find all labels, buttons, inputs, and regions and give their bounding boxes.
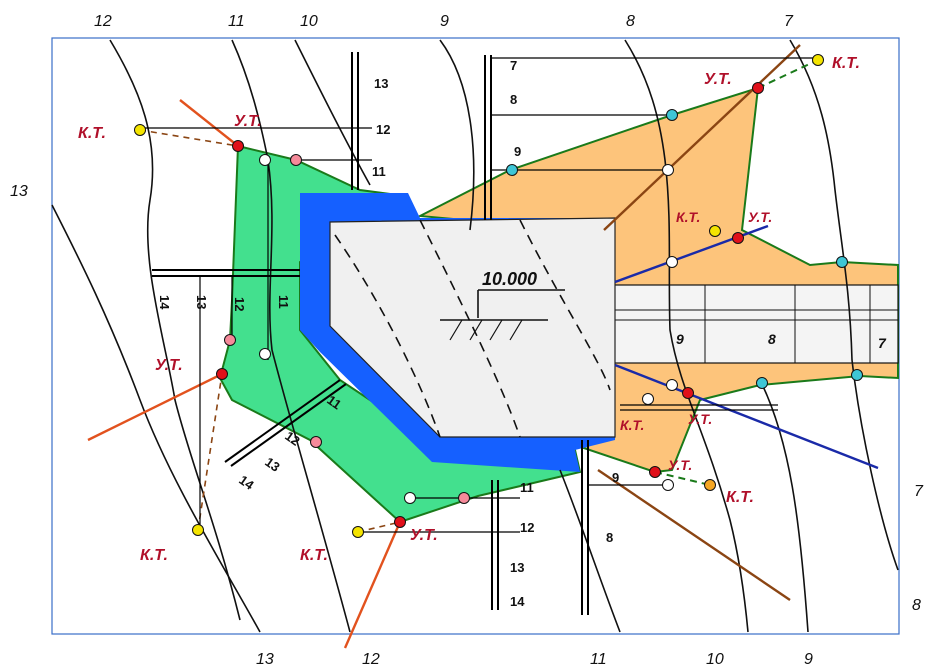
contour-label: 12: [94, 13, 112, 30]
point-intersection: [506, 164, 518, 176]
contour-label: 9: [440, 13, 449, 30]
point-intersection: [851, 369, 863, 381]
point-intersection: [662, 479, 674, 491]
point-ut: [752, 82, 764, 94]
contour-label-left: 13: [10, 183, 28, 200]
tick-label: 13: [194, 295, 209, 309]
ut-label: У.Т.: [155, 357, 183, 374]
point-ut: [732, 232, 744, 244]
ut-label: У.Т.: [668, 457, 692, 473]
tick-label: 9: [612, 470, 619, 485]
tick-label: 11: [520, 480, 534, 495]
kt-label: К.Т.: [620, 417, 644, 433]
point-kt: [709, 225, 721, 237]
ut-label: У.Т.: [234, 113, 262, 130]
point-intersection: [290, 154, 302, 166]
point-intersection: [458, 492, 470, 504]
point-kt: [134, 124, 146, 136]
tick-label: 12: [520, 520, 534, 535]
contour-label: 10: [706, 651, 724, 668]
point-intersection: [259, 348, 271, 360]
tick-label: 13: [510, 560, 524, 575]
point-intersection: [666, 379, 678, 391]
tick-label: 13: [374, 76, 388, 91]
ut-label: У.Т.: [748, 209, 772, 225]
kt-label: К.Т.: [140, 547, 168, 564]
contour-label-right: 7: [914, 483, 924, 500]
tick-label: 13: [262, 454, 282, 475]
tick-label: 11: [276, 295, 291, 309]
point-intersection: [662, 164, 674, 176]
point-ut: [682, 387, 694, 399]
point-kt: [352, 526, 364, 538]
contour-label: 8: [626, 13, 635, 30]
contour-label: 13: [256, 651, 274, 668]
point-ut: [216, 368, 228, 380]
contour-labels-top: 12 11 10 9 8 7: [94, 13, 794, 30]
elevation-mark: [440, 289, 565, 341]
platform-contours: [334, 219, 611, 438]
point-ut: [394, 516, 406, 528]
fill-area-right: [416, 86, 899, 474]
tick-label: 11: [372, 164, 386, 179]
ruler-lines: [140, 52, 820, 615]
tick-label: 8: [510, 92, 517, 107]
point-ut: [232, 140, 244, 152]
point-intersection: [310, 436, 322, 448]
points: [134, 54, 863, 538]
contour-label: 10: [300, 13, 318, 30]
contour-label-right: 8: [912, 597, 921, 614]
kt-label: К.Т.: [832, 55, 860, 72]
point-intersection: [756, 377, 768, 389]
contour-label: 11: [590, 651, 607, 668]
tick-label: 12: [376, 122, 390, 137]
point-intersection: [224, 334, 236, 346]
point-intersection: [642, 393, 654, 405]
road-strip: [609, 284, 899, 364]
tick-label: 14: [157, 295, 172, 310]
point-intersection: [404, 492, 416, 504]
ut-labels: У.Т. У.Т. У.Т. У.Т. У.Т. У.Т. У.Т.: [155, 71, 772, 544]
tick-label: 8: [768, 331, 776, 347]
contour-label: 7: [784, 13, 794, 30]
contour-lines: [51, 39, 899, 633]
slope-lines: [87, 44, 879, 649]
ruler-tick-labels: 13 12 11 7 8 9 14 13 12 11 11 12 13 14 1…: [157, 58, 887, 609]
point-intersection: [836, 256, 848, 268]
tick-label: 8: [606, 530, 613, 545]
point-ut: [649, 466, 661, 478]
ut-label: У.Т.: [688, 411, 712, 427]
kt-label: К.Т.: [676, 209, 700, 225]
point-kt: [704, 479, 716, 491]
point-intersection: [259, 154, 271, 166]
contour-label: 9: [804, 651, 813, 668]
point-intersection: [666, 256, 678, 268]
tick-label: 7: [878, 335, 887, 351]
tick-label: 7: [510, 58, 517, 73]
kt-label: К.Т.: [726, 489, 754, 506]
elevation-label: 10.000: [482, 269, 537, 289]
ut-label: У.Т.: [410, 527, 438, 544]
point-kt: [192, 524, 204, 536]
kt-label: К.Т.: [300, 547, 328, 564]
contour-label: 11: [228, 13, 245, 30]
ut-label: У.Т.: [704, 71, 732, 88]
tick-label: 12: [232, 297, 247, 311]
point-kt: [812, 54, 824, 66]
kt-labels: К.Т. К.Т. К.Т. К.Т. К.Т. К.Т. К.Т.: [78, 55, 860, 564]
contour-label: 12: [362, 651, 380, 668]
tick-label: 12: [282, 428, 302, 449]
tick-label: 14: [510, 594, 525, 609]
kt-label: К.Т.: [78, 125, 106, 142]
point-intersection: [666, 109, 678, 121]
tick-label: 9: [514, 144, 521, 159]
contour-labels-bottom: 13 12 11 10 9: [256, 651, 813, 668]
tick-label: 9: [676, 331, 684, 347]
